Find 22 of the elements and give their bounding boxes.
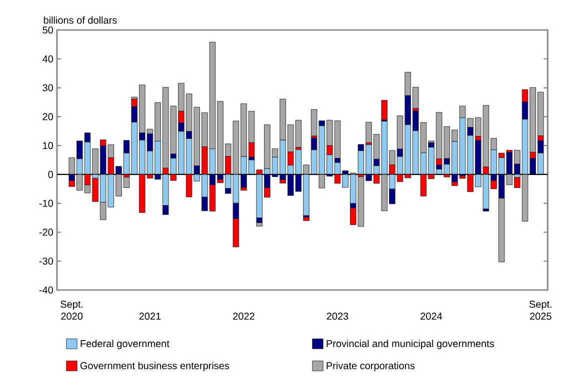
- legend-label: Government business enterprises: [80, 362, 230, 372]
- x-tick-label: Sept. 2020: [60, 300, 83, 320]
- y-tick-label: 50: [42, 26, 54, 34]
- legend-label: Federal government: [80, 340, 170, 350]
- legend-label: Provincial and municipal governments: [326, 340, 494, 350]
- y-tick-label: -20: [39, 228, 54, 236]
- y-tick-label: -10: [39, 200, 54, 207]
- x-tick-label: 2022: [233, 312, 254, 320]
- y-axis-title: billions of dollars: [44, 16, 117, 24]
- y-tick-label: 40: [42, 55, 54, 62]
- y-tick-label: 20: [42, 113, 54, 120]
- y-tick-label: 0: [48, 170, 54, 178]
- y-tick-label: 30: [42, 84, 54, 92]
- x-tick-label: 2021: [139, 312, 161, 320]
- y-tick-label: -40: [39, 286, 54, 294]
- y-tick-label: -30: [39, 258, 54, 265]
- y-tick-label: 10: [43, 142, 54, 150]
- x-tick-label: 2024: [420, 312, 442, 320]
- legend-label: Private corporations: [326, 362, 415, 372]
- x-tick-label: 2023: [326, 312, 348, 320]
- bar: [256, 222, 262, 226]
- x-tick-label: Sept. 2025: [529, 300, 552, 320]
